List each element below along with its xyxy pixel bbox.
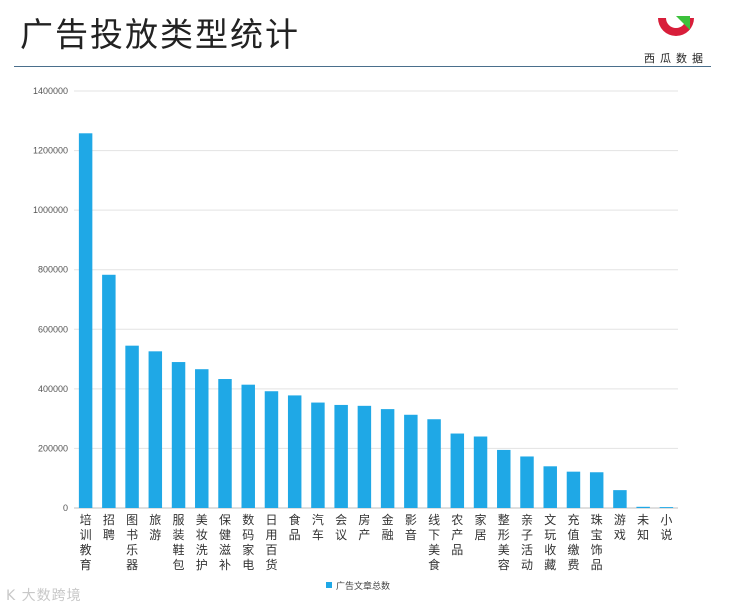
bar: [218, 379, 232, 508]
x-tick-label: 农产品: [451, 513, 463, 557]
x-tick-label: 培训教育: [80, 512, 92, 572]
bar: [473, 436, 488, 508]
x-tick-label: 金融: [382, 512, 394, 542]
bar: [171, 362, 186, 508]
brand-logo: 西瓜数据: [636, 12, 716, 68]
bar: [543, 466, 557, 508]
x-tick-label: 珠宝饰品: [591, 513, 603, 572]
bar: [404, 414, 418, 508]
x-tick-label: 亲子活动: [521, 513, 533, 572]
bar: [102, 274, 116, 508]
page-title: 广告投放类型统计: [20, 15, 300, 54]
x-tick-label: 游戏: [614, 513, 626, 542]
bar: [241, 384, 255, 508]
x-tick-label: 旅游: [149, 513, 161, 542]
y-tick-label: 1200000: [33, 146, 68, 156]
x-tick-label: 影音: [405, 513, 417, 542]
bar: [566, 471, 581, 508]
x-tick-label: 家居: [475, 512, 487, 542]
bar: [427, 419, 441, 508]
y-tick-label: 200000: [38, 443, 68, 453]
x-tick-label: 未知: [637, 513, 649, 542]
bar: [195, 369, 209, 508]
bar: [497, 449, 511, 508]
y-tick-label: 1400000: [33, 86, 68, 96]
x-tick-label: 充值缴费: [567, 512, 579, 572]
bar: [125, 345, 139, 508]
bar: [78, 133, 93, 508]
y-tick-label: 1000000: [33, 205, 68, 215]
watermark: K 大数跨境: [6, 588, 82, 604]
y-tick-label: 0: [63, 503, 68, 513]
x-tick-label: 食品: [289, 512, 301, 542]
x-tick-label: 数码家电: [242, 512, 254, 572]
x-tick-label: 图书乐器: [126, 513, 138, 572]
legend-swatch: [326, 582, 332, 588]
x-tick-label: 整形美容: [498, 512, 510, 572]
bar: [636, 506, 650, 508]
x-tick-label: 线下美食: [428, 513, 440, 572]
x-tick-label: 会议: [335, 513, 347, 542]
x-tick-label: 保健滋补: [219, 513, 231, 572]
bar: [311, 402, 325, 508]
bar: [380, 409, 395, 508]
y-tick-label: 600000: [38, 324, 68, 334]
bar: [613, 490, 627, 508]
x-tick-label: 小说: [660, 513, 672, 542]
x-tick-label: 文玩收藏: [544, 512, 556, 572]
x-tick-label: 服装鞋包: [173, 513, 185, 572]
y-tick-label: 400000: [38, 384, 68, 394]
x-tick-label: 招聘: [103, 513, 115, 542]
bar: [659, 507, 674, 508]
y-tick-label: 800000: [38, 265, 68, 275]
bar: [589, 472, 604, 508]
bar: [357, 405, 372, 508]
bar: [287, 395, 302, 508]
title-divider: [14, 66, 711, 67]
legend-label: 广告文章总数: [336, 580, 390, 592]
x-tick-label: 美妆洗护: [196, 513, 208, 572]
bar: [450, 433, 465, 508]
x-tick-label: 房产: [358, 512, 370, 542]
x-tick-label: 日用百货: [265, 513, 277, 572]
logo-text: 西瓜数据: [644, 52, 708, 65]
x-tick-label: 汽车: [312, 512, 324, 542]
bar: [520, 456, 534, 508]
watermelon-icon: [658, 16, 694, 36]
bar: [264, 391, 279, 508]
bar: [334, 404, 348, 508]
bar: [148, 351, 163, 508]
